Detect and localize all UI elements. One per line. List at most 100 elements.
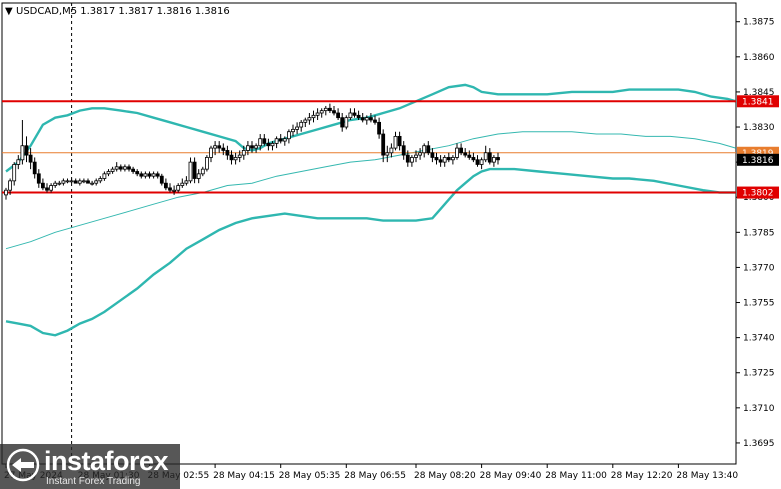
candle xyxy=(45,183,49,193)
instaforex-logo-icon xyxy=(6,448,40,482)
candle xyxy=(28,148,33,170)
candle xyxy=(315,108,320,121)
candle xyxy=(217,141,222,153)
price-tick-label: 1.3830 xyxy=(743,123,775,133)
candle xyxy=(16,155,21,170)
candle xyxy=(8,178,13,195)
svg-text:1.3802: 1.3802 xyxy=(742,189,774,199)
candle xyxy=(221,143,226,156)
candle xyxy=(36,169,41,188)
candle xyxy=(176,183,181,193)
candle xyxy=(434,152,439,165)
candle xyxy=(401,141,406,160)
candle xyxy=(168,183,172,193)
candle xyxy=(77,178,82,186)
candle xyxy=(377,117,382,139)
candle xyxy=(409,155,414,167)
candle xyxy=(118,164,123,172)
candle xyxy=(397,131,402,151)
candle xyxy=(336,108,341,121)
candle xyxy=(348,108,353,121)
candle xyxy=(241,145,246,160)
candle xyxy=(467,150,472,160)
candle xyxy=(418,148,423,160)
candle xyxy=(159,173,164,186)
candle xyxy=(213,141,218,156)
watermark-logo: instaforex Instant Forex Trading xyxy=(0,444,180,489)
candle xyxy=(163,178,168,191)
candle xyxy=(53,180,58,188)
candle xyxy=(12,162,17,186)
time-tick-label: 28 May 12:20 xyxy=(611,471,673,481)
candle xyxy=(327,103,332,113)
candle xyxy=(286,129,291,144)
candle xyxy=(49,183,53,193)
candle xyxy=(373,115,377,125)
candle xyxy=(233,152,238,165)
candle xyxy=(237,150,242,163)
price-tick-label: 1.3845 xyxy=(743,88,775,98)
candle xyxy=(90,180,94,186)
time-tick-label: 28 May 04:15 xyxy=(213,471,275,481)
candle xyxy=(479,157,484,170)
candle xyxy=(385,145,390,163)
candle xyxy=(426,141,431,156)
candle xyxy=(123,164,127,172)
candle xyxy=(475,155,480,167)
candle xyxy=(344,115,349,130)
candle xyxy=(225,145,230,160)
price-tick-label: 1.3875 xyxy=(743,18,775,28)
symbol-menu-arrow-icon[interactable]: ▼ xyxy=(5,6,13,17)
time-tick-label: 28 May 06:55 xyxy=(344,471,406,481)
candle xyxy=(192,157,197,184)
candle xyxy=(73,178,78,184)
candle xyxy=(487,148,492,165)
candle xyxy=(151,171,156,179)
candle xyxy=(65,178,70,184)
candle xyxy=(139,171,144,179)
candle xyxy=(57,180,62,186)
candle xyxy=(229,150,234,165)
candle xyxy=(114,162,119,172)
candle xyxy=(332,105,336,116)
watermark-tagline: Instant Forex Trading xyxy=(46,476,141,487)
candle xyxy=(86,178,90,184)
candle xyxy=(184,176,189,186)
candle xyxy=(381,129,386,163)
plot-area xyxy=(1,2,737,465)
candle xyxy=(270,141,275,151)
candle xyxy=(356,110,361,121)
candle xyxy=(319,108,324,118)
price-tick-label: 1.3710 xyxy=(743,404,775,414)
candle xyxy=(110,166,115,174)
candle xyxy=(266,138,271,151)
candle xyxy=(4,187,8,200)
time-tick-label: 28 May 13:40 xyxy=(676,471,738,481)
candle xyxy=(254,143,259,153)
candle xyxy=(405,150,410,167)
candle xyxy=(430,148,435,163)
candle xyxy=(295,122,300,135)
candle xyxy=(389,143,394,158)
candle xyxy=(274,136,279,149)
bollinger-middle-band xyxy=(5,131,736,250)
price-tick-label: 1.3755 xyxy=(743,299,775,309)
price-tick-label: 1.3740 xyxy=(743,334,775,344)
candle xyxy=(188,157,193,184)
bollinger-lower-band xyxy=(5,167,736,337)
candle xyxy=(496,152,500,165)
candle xyxy=(209,145,213,163)
candle xyxy=(258,134,263,151)
candle xyxy=(311,110,316,123)
candle xyxy=(483,145,488,163)
time-tick-label: 28 May 05:35 xyxy=(279,471,341,481)
candle xyxy=(352,108,357,118)
chart-header-quote: USDCAD,M5 1.3817 1.3817 1.3816 1.3816 xyxy=(16,6,230,17)
price-tick-label: 1.3770 xyxy=(743,263,775,273)
candle xyxy=(442,155,447,167)
candle xyxy=(61,178,66,186)
plot-frame xyxy=(1,2,737,465)
candle xyxy=(422,143,427,158)
candle xyxy=(291,124,295,137)
